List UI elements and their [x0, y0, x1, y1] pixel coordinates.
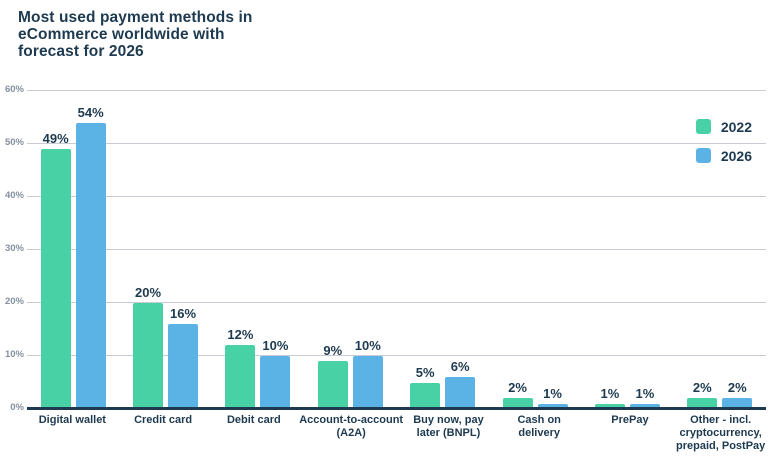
x-axis-label-line: Cash on [517, 414, 561, 426]
legend-label-2026: 2026 [720, 147, 752, 164]
y-axis-tick-label: 40% [4, 190, 24, 201]
bar-2022-4: 5% [410, 365, 441, 409]
bar-value-label: 9% [323, 343, 343, 359]
x-axis-label-line: Debit card [226, 414, 281, 426]
chart-title-line-2: eCommerce worldwide with [18, 26, 225, 43]
x-axis-label-line: later (BNPL) [416, 427, 481, 439]
bar-value-label: 16% [170, 306, 197, 322]
bar-group-6: 1% 1% [581, 91, 673, 409]
bar-value-label: 1% [635, 385, 655, 401]
bar-2026-6: 1% [629, 386, 660, 409]
gridline [27, 143, 766, 144]
bar-group-7: 2% 2% [674, 91, 766, 409]
x-axis-label-3: Account-to-account (A2A) [299, 414, 403, 453]
bar-group-4: 5% 6% [397, 91, 489, 409]
x-axis-label-7: Other - incl. cryptocurrency, prepaid, Pos… [675, 414, 766, 453]
bar-2022-6: 1% [594, 386, 625, 409]
bar-value-label: 2% [727, 380, 747, 396]
gridline [27, 302, 766, 303]
bar-value-label: 10% [354, 338, 381, 353]
x-axis-label-line: Credit card [134, 414, 193, 426]
y-axis-tick-label: 0% [10, 402, 24, 413]
bar-group-0: 49% 54% [27, 91, 119, 409]
bar-2026-3: 10% [352, 338, 383, 409]
bar-group-3: 9% 10% [304, 91, 396, 409]
y-axis: 0% 10% 20% 30% 40% 50% 60% [0, 85, 24, 413]
bar-value-label: 6% [450, 359, 470, 375]
x-axis-label-line: Account-to-account [299, 414, 404, 426]
bar-value-label: 1% [543, 385, 562, 401]
chart-title-line-3: forecast for 2026 [18, 43, 144, 60]
y-axis-tick-label: 60% [4, 84, 24, 95]
x-axis-label-line: prepaid, PostPay [676, 440, 766, 452]
gridline [27, 355, 766, 356]
x-axis-labels: Digital wallet Credit card Debit card Accou… [27, 414, 766, 453]
x-axis-label-line: PrePay [611, 414, 649, 426]
plot-area: 49% 54% 20% 16% 12% 10% 9% 10% 5% 6% 2% 1% 1% 1% 2% 2% [27, 90, 766, 410]
bar-value-label: 5% [415, 364, 435, 380]
bar-value-label: 10% [262, 338, 289, 353]
bar-2022-2: 12% [225, 327, 256, 409]
legend-item-2022: 2022 [695, 118, 752, 135]
x-axis-line [27, 407, 766, 410]
bar-2026-5: 1% [537, 386, 568, 409]
bar-2026-7: 2% [722, 380, 753, 409]
bar-groups: 49% 54% 20% 16% 12% 10% 9% 10% 5% 6% 2% 1% 1% 1% 2% 2% [27, 91, 766, 409]
y-axis-tick-label: 50% [4, 137, 24, 148]
x-axis-label-line: cryptocurrency, [679, 427, 762, 439]
bar-2022-3: 9% [317, 343, 348, 409]
bar-value-label: 1% [600, 385, 620, 401]
x-axis-label-6: PrePay [585, 414, 676, 453]
x-axis-label-0: Digital wallet [27, 414, 118, 453]
x-axis-label-line: (A2A) [336, 427, 366, 439]
bar-group-5: 2% 1% [489, 91, 581, 409]
x-axis-label-4: Buy now, pay later (BNPL) [403, 414, 494, 453]
x-axis-label-line: Other - incl. [690, 414, 752, 426]
bar-value-label: 49% [42, 131, 69, 147]
x-axis-label-line: Buy now, pay [413, 414, 484, 426]
bar-value-label: 2% [692, 380, 712, 396]
gridline [27, 249, 766, 250]
bar-2022-5: 2% [502, 380, 533, 409]
legend: 2022 2026 [695, 118, 752, 164]
gridline [27, 90, 766, 91]
x-axis-label-line: delivery [518, 427, 560, 439]
x-axis-label-2: Debit card [208, 414, 299, 453]
bar-2026-1: 16% [168, 306, 199, 409]
legend-item-2026: 2026 [695, 147, 752, 164]
gridline [27, 196, 766, 197]
bar-2026-0: 54% [75, 105, 106, 409]
bar-2026-2: 10% [260, 338, 291, 409]
bar-value-label: 2% [508, 380, 527, 396]
bar-2022-1: 20% [133, 285, 164, 409]
bar-value-label: 12% [227, 327, 254, 343]
bar-group-2: 12% 10% [212, 91, 304, 409]
bar-2026-4: 6% [445, 359, 476, 409]
x-axis-label-5: Cash on delivery [494, 414, 585, 453]
legend-swatch-2026 [695, 148, 711, 163]
bar-2022-0: 49% [40, 131, 71, 409]
chart-title-line-1: Most used payment methods in [18, 9, 253, 26]
chart-title: Most used payment methods in eCommerce w… [18, 9, 252, 60]
y-axis-tick-label: 10% [4, 349, 24, 360]
bar-value-label: 54% [77, 104, 104, 120]
bar-group-1: 20% 16% [119, 91, 211, 409]
y-axis-tick-label: 30% [4, 243, 24, 254]
legend-swatch-2022 [695, 119, 711, 134]
x-axis-label-line: Digital wallet [38, 414, 106, 426]
x-axis-label-1: Credit card [118, 414, 209, 453]
legend-label-2022: 2022 [720, 118, 752, 135]
bar-2022-7: 2% [687, 380, 718, 409]
bar-value-label: 20% [135, 285, 162, 300]
y-axis-tick-label: 20% [4, 296, 24, 307]
